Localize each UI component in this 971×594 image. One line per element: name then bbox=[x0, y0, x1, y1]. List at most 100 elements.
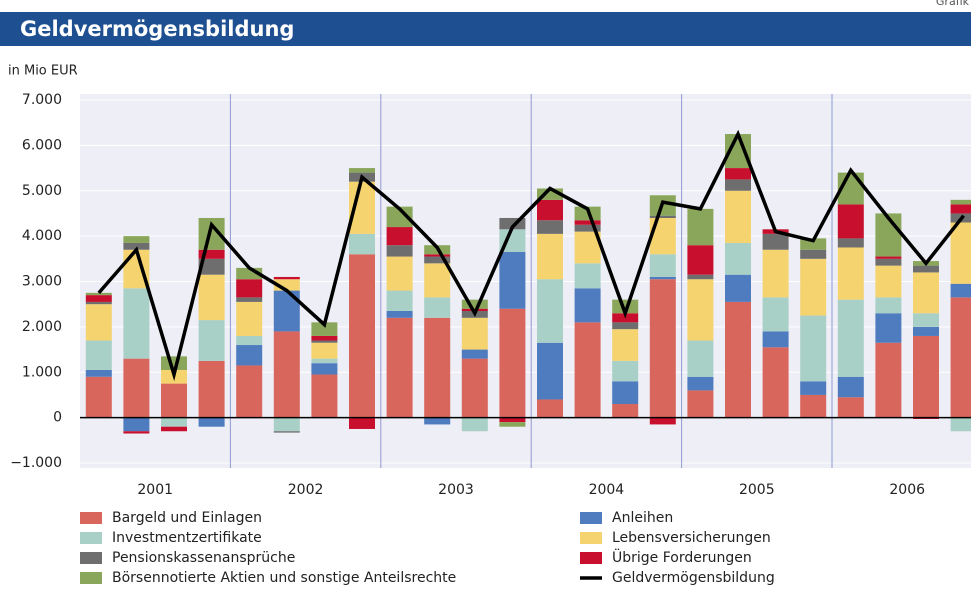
bar-segment bbox=[236, 365, 263, 418]
bar-segment bbox=[837, 376, 864, 398]
bar-segment bbox=[574, 224, 601, 232]
y-tick-label: 5.000 bbox=[22, 183, 62, 199]
bar-segment bbox=[875, 297, 902, 314]
bar-segment bbox=[123, 288, 150, 359]
bar-segment bbox=[612, 322, 639, 330]
bar-segment bbox=[311, 340, 338, 343]
bar-segment bbox=[236, 335, 263, 346]
title-bar bbox=[0, 12, 971, 46]
bar-segment bbox=[499, 422, 526, 427]
bar-segment bbox=[123, 236, 150, 243]
bar-segment bbox=[273, 279, 300, 291]
bar-segment bbox=[349, 168, 375, 173]
bar-segment bbox=[85, 295, 112, 302]
bar-segment bbox=[386, 227, 413, 246]
bar-segment bbox=[950, 222, 971, 284]
legend-swatch bbox=[580, 552, 602, 564]
bar-segment bbox=[499, 217, 526, 230]
bar-segment bbox=[913, 265, 939, 273]
bar-segment bbox=[386, 206, 413, 228]
bar-segment bbox=[725, 274, 751, 302]
bar-segment bbox=[913, 313, 939, 327]
bar-segment bbox=[161, 383, 187, 418]
bar-segment bbox=[349, 233, 375, 255]
bar-segment bbox=[461, 299, 488, 309]
legend-swatch bbox=[80, 572, 102, 584]
bar-segment bbox=[424, 297, 451, 318]
legend-label: Pensionskassenansprüche bbox=[112, 550, 295, 566]
bar-segment bbox=[913, 272, 939, 314]
bar-segment bbox=[762, 347, 789, 418]
bar-segment bbox=[424, 254, 451, 257]
bar-segment bbox=[123, 242, 150, 250]
bar-segment bbox=[311, 342, 338, 359]
bar-segment bbox=[499, 417, 526, 423]
bar-segment bbox=[198, 274, 225, 321]
x-group-label: 2006 bbox=[889, 482, 925, 498]
bar-segment bbox=[311, 358, 338, 364]
x-group-label: 2003 bbox=[438, 482, 474, 498]
bar-segment bbox=[198, 360, 225, 418]
bar-segment bbox=[800, 315, 827, 382]
legend-label: Anleihen bbox=[612, 510, 673, 526]
bar-segment bbox=[537, 399, 563, 418]
bar-segment bbox=[461, 358, 488, 418]
bar-segment bbox=[499, 308, 526, 418]
bar-segment bbox=[349, 417, 375, 429]
bar-segment bbox=[725, 190, 751, 243]
bar-segment bbox=[161, 356, 187, 370]
bar-segment bbox=[85, 292, 112, 296]
bar-segment bbox=[612, 299, 639, 314]
bar-segment bbox=[273, 417, 300, 432]
bar-segment bbox=[236, 345, 263, 366]
bar-segment bbox=[913, 335, 939, 418]
bar-segment bbox=[725, 168, 751, 180]
legend-label: Geldvermögensbildung bbox=[612, 570, 775, 586]
line bbox=[97, 129, 965, 382]
bar-segment bbox=[837, 299, 864, 377]
bar-segment bbox=[123, 358, 150, 418]
bar-segment bbox=[386, 290, 413, 311]
bar-segment bbox=[424, 417, 451, 425]
bar-segment bbox=[123, 431, 150, 434]
bar-segment bbox=[950, 297, 971, 418]
bar-segment bbox=[198, 249, 225, 259]
bar-segment bbox=[85, 301, 112, 305]
bar-segment bbox=[574, 263, 601, 289]
y-tick-label: 2.000 bbox=[22, 319, 62, 335]
legend-swatch bbox=[80, 552, 102, 564]
bar-segment bbox=[762, 249, 789, 298]
bar-segment bbox=[800, 258, 827, 316]
bar-segment bbox=[461, 417, 488, 432]
legend-label: Bargeld und Einlagen bbox=[112, 510, 262, 526]
bar-segment bbox=[800, 238, 827, 250]
bar-segment bbox=[875, 258, 902, 266]
bar-segment bbox=[537, 199, 563, 221]
bar-segment bbox=[461, 317, 488, 350]
bar-segment bbox=[612, 381, 639, 405]
bar-segment bbox=[273, 276, 300, 280]
bar-segment bbox=[875, 313, 902, 343]
corner-label: Grafik bbox=[936, 0, 970, 8]
bar-segment bbox=[311, 374, 338, 418]
bar-segment bbox=[649, 215, 676, 218]
bar-segment bbox=[311, 363, 338, 375]
bar-segment bbox=[236, 297, 263, 302]
y-tick-label: 3.000 bbox=[22, 274, 62, 290]
y-tick-label: 4.000 bbox=[22, 228, 62, 244]
bar-segment bbox=[762, 331, 789, 348]
bar-segment bbox=[950, 204, 971, 214]
bar-segment bbox=[875, 256, 902, 259]
bar-segment bbox=[800, 381, 827, 395]
bar-segment bbox=[762, 297, 789, 332]
bar-segment bbox=[649, 254, 676, 277]
bar-segment bbox=[273, 331, 300, 418]
legend-swatch bbox=[580, 532, 602, 544]
bar-segment bbox=[762, 233, 789, 250]
legend-swatch bbox=[580, 512, 602, 524]
bar-segment bbox=[424, 263, 451, 298]
y-axis-label: in Mio EUR bbox=[8, 64, 78, 79]
bar-segment bbox=[386, 256, 413, 291]
bar-segment bbox=[85, 369, 112, 377]
bar-segment bbox=[687, 390, 714, 418]
